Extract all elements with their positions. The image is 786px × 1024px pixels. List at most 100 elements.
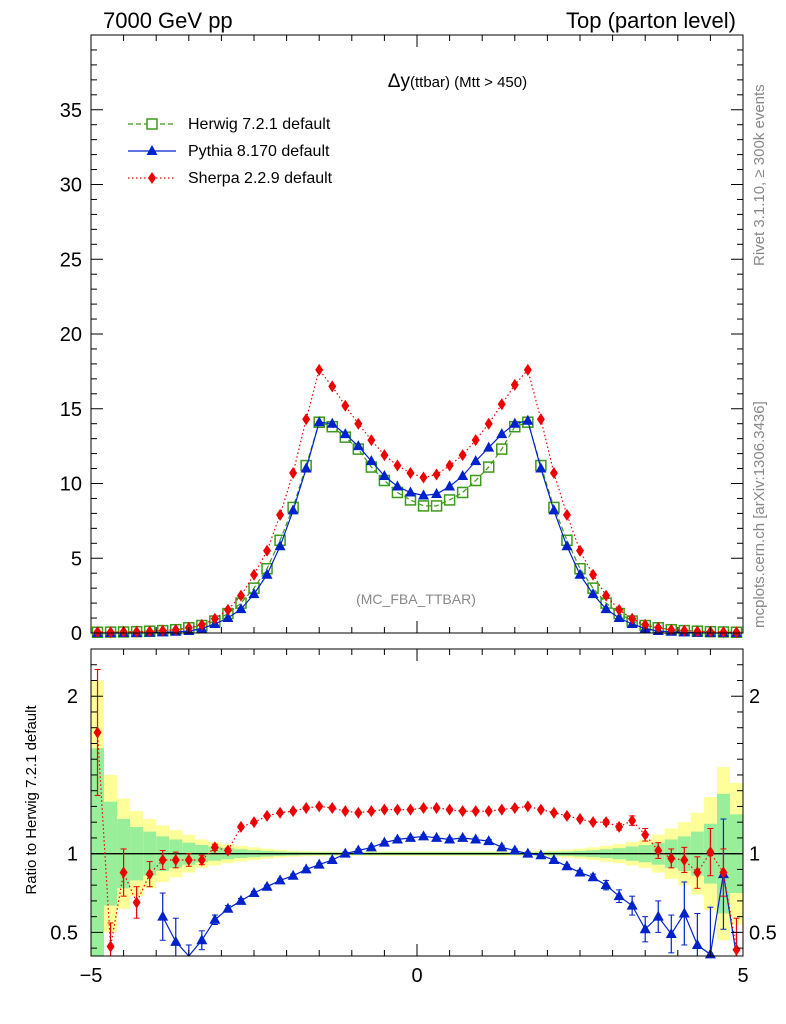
ratio-pythia-point [274, 874, 286, 885]
ratio-sherpa-point [354, 806, 363, 819]
sherpa-point [250, 568, 258, 581]
ratio-pythia-point [496, 841, 508, 852]
sherpa-point [589, 568, 598, 581]
ratio-pythia-point [235, 894, 247, 905]
herwig-point [496, 443, 508, 455]
herwig-point [469, 474, 482, 487]
ratio-pythia-point [613, 890, 625, 901]
rivet-label: Rivet 3.1.10, ≥ 300k events [751, 84, 768, 266]
ratio-sherpa-point [393, 803, 402, 816]
legend: Herwig 7.2.1 default Pythia 8.170 default… [128, 116, 333, 187]
ratio-sherpa-point [341, 805, 350, 818]
pythia-point [418, 489, 430, 500]
sherpa-point [719, 626, 728, 639]
sherpa-point [276, 508, 285, 521]
ratio-sherpa-point [158, 853, 167, 866]
ratio-sherpa-point [641, 828, 650, 841]
main-ytick-label: 15 [60, 399, 82, 421]
pythia-point [287, 504, 299, 515]
pythia-point [574, 568, 586, 579]
sherpa-point [419, 471, 428, 484]
sherpa-point [106, 626, 115, 639]
ratio-pythia-point [313, 858, 325, 869]
pythia-point [535, 462, 547, 473]
ratio-sherpa-point [732, 943, 741, 956]
pythia-point [326, 417, 338, 428]
ratio-pythia-point [457, 831, 469, 842]
main-ytick-label: 35 [60, 100, 82, 122]
ratio-panel: 0.5 0.5 1 1 2 2 −5 0 5 [50, 648, 777, 987]
ratio-sherpa-point [432, 802, 441, 815]
ratio-pythia-point [352, 844, 364, 855]
sherpa-point [654, 621, 663, 634]
pythia-point [431, 487, 443, 498]
pythia-point [548, 504, 560, 515]
chart-title-symbol: Δy [388, 71, 411, 92]
ratio-sherpa-point [302, 802, 311, 815]
sherpa-point [341, 399, 350, 412]
main-ytick-label: 25 [60, 249, 82, 271]
ratio-sherpa-point [145, 868, 154, 881]
sherpa-point [432, 468, 441, 481]
ratio-sherpa-point [523, 800, 532, 813]
ratio-pythia-point [378, 836, 390, 847]
pythia-point [391, 480, 403, 491]
ratio-sherpa-point [445, 803, 454, 816]
sherpa-point [576, 544, 584, 557]
ratio-ylabel: Ratio to Herwig 7.2.1 default [23, 705, 40, 895]
ratio-xtick-label: −5 [80, 965, 103, 987]
ratio-xtick-label: 5 [737, 965, 748, 987]
legend-marker-sherpa [148, 172, 156, 184]
ratio-ytick-label: 2 [67, 686, 78, 708]
ratio-sherpa-point [719, 866, 728, 879]
ratio-pythia-point [209, 913, 221, 924]
legend-marker-herwig [146, 118, 158, 130]
legend-label-0: Herwig 7.2.1 default [188, 116, 331, 133]
ratio-pythia-point [418, 830, 430, 841]
ratio-sherpa-point [615, 820, 624, 833]
pythia-point [444, 480, 456, 491]
ratio-sherpa-point [680, 853, 689, 866]
sherpa-point [393, 459, 402, 472]
pythia-point [509, 417, 521, 428]
sherpa-point [523, 363, 532, 376]
ratio-pythia-point [339, 847, 351, 858]
ratio-pythia-point [404, 831, 416, 842]
pythia-point [600, 603, 612, 614]
ratio-pythia-point [365, 841, 377, 852]
ratio-sherpa-point [223, 844, 232, 857]
pythia-point [261, 568, 273, 579]
ratio-sherpa-point [263, 809, 272, 822]
ratio-ytick-label-right: 0.5 [749, 922, 777, 944]
ratio-sherpa-point [654, 844, 663, 857]
pythia-point [365, 455, 377, 466]
ratio-sherpa-point [106, 940, 115, 953]
ratio-pythia-point [691, 938, 703, 949]
ratio-pythia-point [626, 899, 638, 910]
ratio-pythia-point [587, 871, 599, 882]
herwig-point [417, 500, 430, 512]
sherpa-point [315, 363, 324, 376]
sherpa-point [562, 508, 571, 521]
main-ytick-label: 5 [71, 548, 82, 570]
pythia-point [561, 540, 573, 551]
sherpa-point [510, 378, 519, 391]
series-line-2 [97, 368, 737, 633]
sherpa-point [549, 467, 558, 480]
ratio-pythia-point [170, 935, 182, 946]
ratio-pythia-point [222, 902, 234, 913]
ratio-sherpa-point [328, 802, 337, 815]
ratio-pythia-point [574, 866, 586, 877]
sherpa-point [615, 603, 624, 616]
sherpa-point [302, 413, 311, 426]
pythia-point [300, 462, 312, 473]
pythia-point [587, 588, 599, 599]
sherpa-point [328, 380, 337, 393]
ratio-sherpa-point [628, 814, 637, 827]
pythia-point [339, 428, 351, 439]
sherpa-point [732, 626, 741, 639]
pythia-point [457, 470, 469, 481]
ratio-ytick-label-right: 2 [749, 686, 760, 708]
ratio-sherpa-point [549, 806, 558, 819]
watermark: (MC_FBA_TTBAR) [356, 591, 476, 607]
